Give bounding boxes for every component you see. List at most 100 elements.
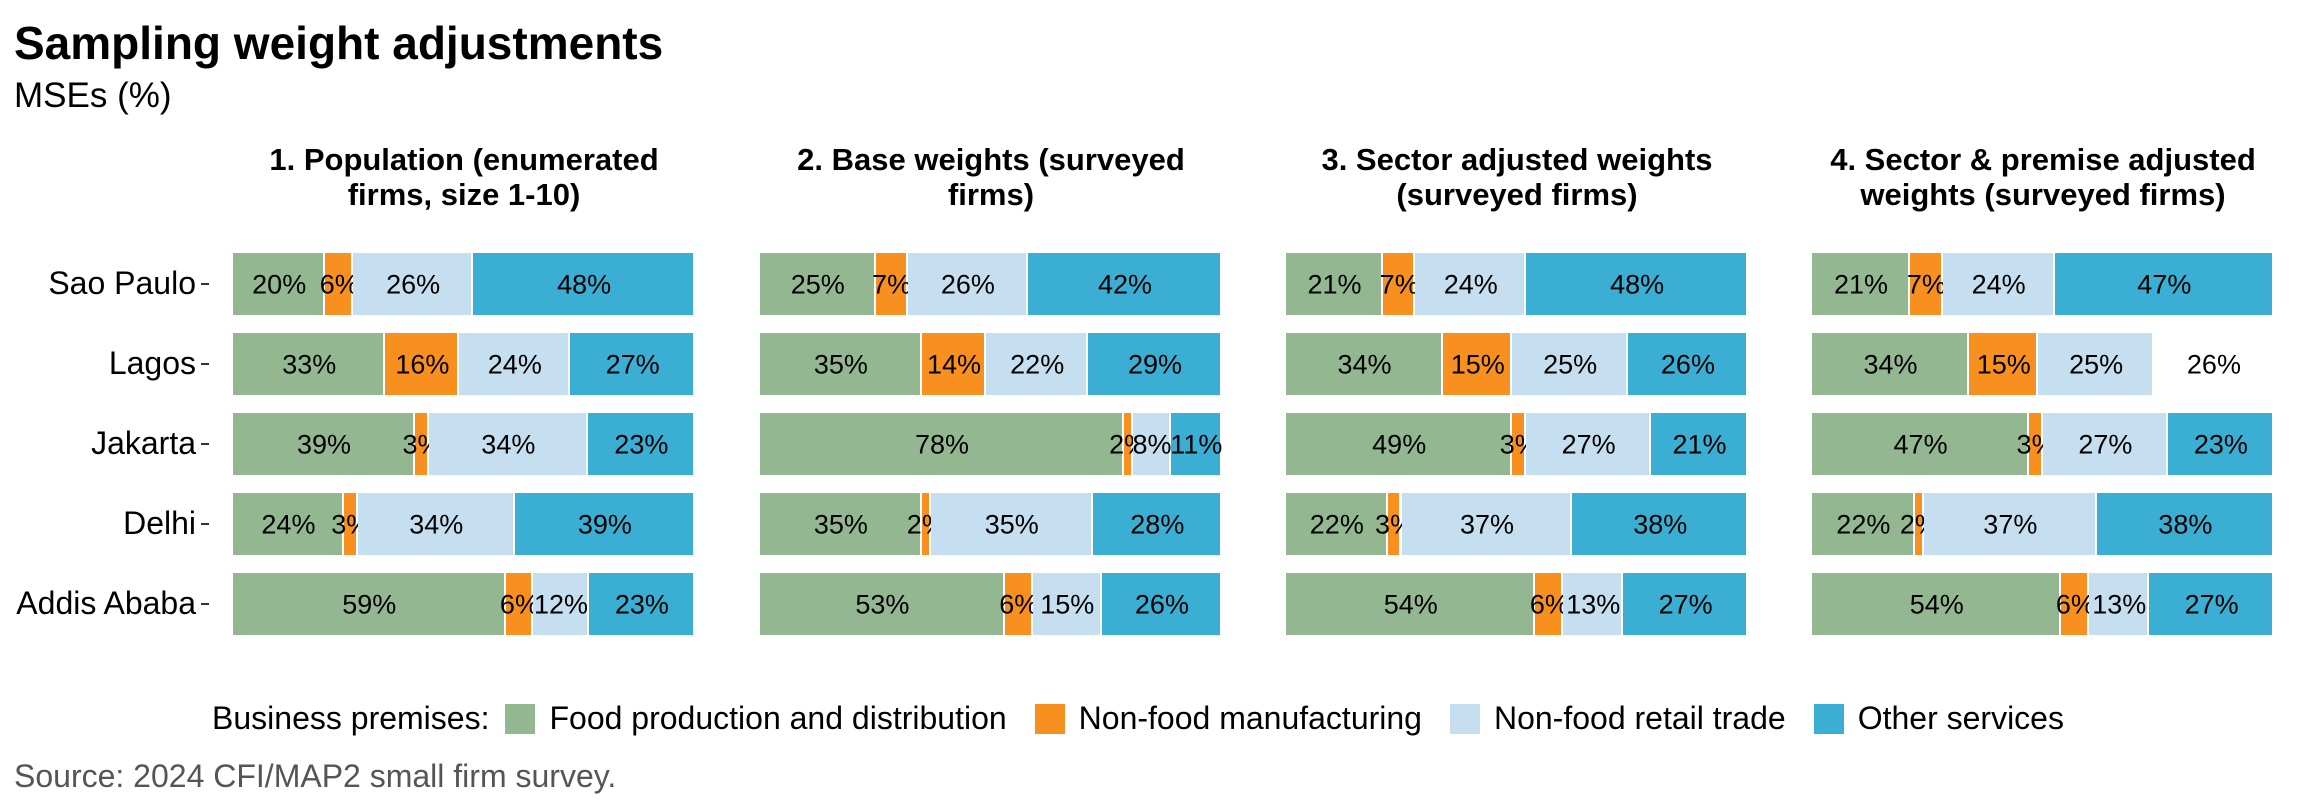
data-label: 53% <box>855 589 910 620</box>
data-label: 26% <box>940 269 995 300</box>
bar-segment-jakarta-food <box>233 413 415 475</box>
y-tick-lagos <box>201 363 209 365</box>
bar-segment-addis-ababa-food <box>1286 573 1536 635</box>
facet-title-2: 2. Base weights (surveyed firms) <box>751 142 1231 212</box>
legend-swatch-food <box>505 703 536 734</box>
data-label: 14% <box>927 349 982 380</box>
legend-swatch-manufacturing <box>1034 703 1065 734</box>
data-label: 35% <box>813 349 868 380</box>
data-label: 27% <box>605 349 660 380</box>
bar-segment-lagos-services <box>1088 333 1222 395</box>
bar-segment-sao-paulo-services <box>1526 253 1748 315</box>
data-label: 12% <box>533 589 589 620</box>
bar-segment-addis-ababa-manufacturing <box>2061 573 2090 635</box>
data-label: 22% <box>1309 509 1364 540</box>
bar-segment-sao-paulo-manufacturing <box>1383 253 1416 315</box>
bar-segment-addis-ababa-services <box>588 573 695 635</box>
bar-segment-addis-ababa-retail <box>1032 573 1102 635</box>
bar-segment-jakarta-manufacturing <box>415 413 429 475</box>
legend-label-services: Other services <box>1857 700 2064 736</box>
bar-segment-addis-ababa-manufacturing <box>505 573 534 635</box>
legend-label-retail: Non-food retail trade <box>1493 700 1786 736</box>
data-label: 59% <box>342 589 397 620</box>
facet-title-line: 1. Population (enumerated <box>269 142 659 177</box>
bar-segment-sao-paulo-retail <box>1942 253 2055 315</box>
facet-title-line: 4. Sector & premise adjusted <box>1830 142 2256 177</box>
data-label: 23% <box>614 589 669 620</box>
data-label: 27% <box>1658 589 1713 620</box>
data-label: 15% <box>1450 349 1505 380</box>
bar-segment-delhi-services <box>1572 493 1748 555</box>
data-label: 6% <box>1529 589 1569 620</box>
data-label: 13% <box>1566 589 1621 620</box>
data-label: 27% <box>2078 429 2133 460</box>
bar-segment-lagos-manufacturing <box>1969 333 2039 395</box>
bar-segment-addis-ababa-food <box>233 573 506 635</box>
bar-segment-addis-ababa-retail <box>2089 573 2150 635</box>
data-label: 34% <box>1863 349 1918 380</box>
bar-segment-addis-ababa-food <box>1812 573 2062 635</box>
bar-segment-addis-ababa-food <box>760 573 1005 635</box>
data-label: 47% <box>2137 269 2192 300</box>
row-label-jakarta: Jakarta <box>91 425 196 461</box>
data-label: 37% <box>1459 509 1514 540</box>
data-label: 6% <box>999 589 1039 620</box>
bar-segment-delhi-retail <box>1924 493 2097 555</box>
bar-segment-lagos-manufacturing <box>1443 333 1513 395</box>
chart-title: Sampling weight adjustments <box>14 17 664 69</box>
legend-item-food: Food production and distribution <box>505 700 1007 737</box>
bar-segment-lagos-manufacturing <box>385 333 460 395</box>
data-label: 6% <box>2055 589 2095 620</box>
bar-segment-lagos-retail <box>986 333 1088 395</box>
data-label: 15% <box>1976 349 2031 380</box>
data-label: 24% <box>1971 269 2026 300</box>
facet-title-line: firms) <box>947 177 1035 212</box>
data-label: 25% <box>790 269 845 300</box>
row-label-addis-ababa: Addis Ababa <box>16 585 196 621</box>
data-label: 22% <box>1010 349 1065 380</box>
bar-segment-sao-paulo-manufacturing <box>1910 253 1943 315</box>
bar-segment-jakarta-manufacturing <box>1124 413 1134 475</box>
data-label: 15% <box>1040 589 1095 620</box>
data-label: 21% <box>1833 269 1889 300</box>
row-label-sao-paulo: Sao Paulo <box>48 265 196 301</box>
bar-segment-lagos-retail <box>2038 333 2154 395</box>
data-label: 47% <box>1893 429 1948 460</box>
bar-segment-jakarta-manufacturing <box>2029 413 2043 475</box>
data-label: 78% <box>914 429 970 460</box>
data-label: 34% <box>409 509 464 540</box>
bar-segment-lagos-services <box>1627 333 1748 395</box>
data-label: 24% <box>261 509 316 540</box>
bar-segment-jakarta-services <box>2167 413 2274 475</box>
bar-segment-jakarta-retail <box>1133 413 1171 475</box>
data-label: 28% <box>1130 509 1185 540</box>
data-label: 8% <box>1132 429 1172 460</box>
bar-segment-jakarta-services <box>587 413 695 475</box>
chart-subtitle: MSEs (%) <box>14 76 172 115</box>
bar-segment-jakarta-retail <box>429 413 588 475</box>
data-label: 48% <box>557 269 612 300</box>
bar-segment-sao-paulo-food <box>1286 253 1384 315</box>
bar-segment-delhi-manufacturing <box>1387 493 1402 555</box>
facet-title-4: 4. Sector & premise adjusted weights (sur… <box>1803 142 2283 212</box>
bar-segment-delhi-manufacturing <box>343 493 358 555</box>
data-label: 35% <box>813 509 868 540</box>
bar-segment-delhi-food <box>233 493 344 555</box>
bar-segment-sao-paulo-retail <box>353 253 474 315</box>
bar-segment-lagos-manufacturing <box>921 333 987 395</box>
facet-title-1: 1. Population (enumerated firms, size 1-1… <box>224 142 704 212</box>
bar-segment-sao-paulo-manufacturing <box>875 253 908 315</box>
data-label: 49% <box>1372 429 1427 460</box>
bar-segment-sao-paulo-retail <box>1415 253 1527 315</box>
bar-segment-sao-paulo-services <box>473 253 695 315</box>
data-label: 33% <box>282 349 337 380</box>
data-label: 39% <box>577 509 632 540</box>
bar-segment-delhi-manufacturing <box>921 493 931 555</box>
bar-segment-jakarta-services <box>1170 413 1222 475</box>
bar-segment-jakarta-retail <box>2043 413 2168 475</box>
data-label: 27% <box>2184 589 2239 620</box>
bar-segment-addis-ababa-retail <box>1563 573 1624 635</box>
y-tick-delhi <box>201 523 209 525</box>
bar-segment-delhi-retail <box>357 493 515 555</box>
